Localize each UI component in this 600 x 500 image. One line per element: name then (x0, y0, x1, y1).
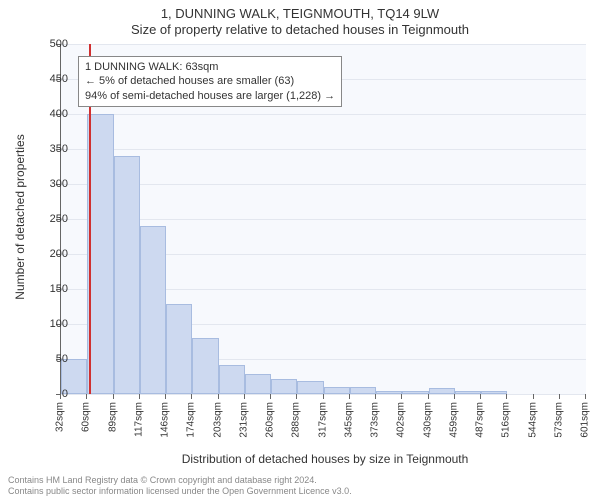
x-tick-mark (533, 394, 534, 399)
y-axis-label: Number of detached properties (13, 67, 27, 367)
x-tick-mark (165, 394, 166, 399)
x-tick-label: 32sqm (55, 402, 66, 432)
histogram-bar (324, 387, 350, 394)
histogram-bar (429, 388, 455, 394)
x-tick-mark (244, 394, 245, 399)
x-tick-label: 402sqm (396, 402, 407, 438)
x-tick-label: 317sqm (317, 402, 328, 438)
annotation-line: 94% of semi-detached houses are larger (… (85, 89, 335, 103)
histogram-bar (219, 365, 245, 394)
histogram-bar (350, 387, 376, 394)
footer-line1: Contains HM Land Registry data © Crown c… (8, 475, 592, 486)
x-tick-label: 89sqm (107, 402, 118, 432)
x-tick-mark (506, 394, 507, 399)
y-tick-label: 150 (28, 283, 68, 295)
x-tick-label: 487sqm (475, 402, 486, 438)
histogram-bar (455, 391, 481, 395)
x-tick-mark (375, 394, 376, 399)
x-tick-label: 373sqm (370, 402, 381, 438)
x-tick-mark (296, 394, 297, 399)
x-tick-mark (139, 394, 140, 399)
x-tick-label: 573sqm (553, 402, 564, 438)
histogram-bar (87, 114, 113, 394)
x-tick-mark (86, 394, 87, 399)
x-tick-mark (270, 394, 271, 399)
x-tick-label: 231sqm (238, 402, 249, 438)
gridline (61, 394, 586, 395)
x-tick-label: 288sqm (291, 402, 302, 438)
x-tick-label: 544sqm (527, 402, 538, 438)
x-tick-mark (428, 394, 429, 399)
y-tick-label: 0 (28, 388, 68, 400)
x-tick-mark (585, 394, 586, 399)
histogram-bar (402, 391, 428, 395)
y-tick-label: 200 (28, 248, 68, 260)
x-tick-label: 260sqm (265, 402, 276, 438)
x-tick-mark (480, 394, 481, 399)
x-axis-label: Distribution of detached houses by size … (60, 452, 590, 466)
x-tick-label: 430sqm (422, 402, 433, 438)
x-tick-mark (113, 394, 114, 399)
y-tick-label: 50 (28, 353, 68, 365)
x-tick-label: 146sqm (160, 402, 171, 438)
x-tick-mark (218, 394, 219, 399)
histogram-bar (376, 391, 402, 395)
x-tick-label: 60sqm (81, 402, 92, 432)
x-tick-mark (349, 394, 350, 399)
annotation-box: 1 DUNNING WALK: 63sqm← 5% of detached ho… (78, 56, 342, 107)
histogram-bar (481, 391, 507, 394)
y-tick-label: 300 (28, 178, 68, 190)
x-tick-mark (401, 394, 402, 399)
histogram-bar (297, 381, 323, 394)
x-tick-mark (323, 394, 324, 399)
footer-line2: Contains public sector information licen… (8, 486, 592, 497)
histogram-bar (114, 156, 140, 394)
chart-subtitle: Size of property relative to detached ho… (0, 22, 600, 37)
y-tick-label: 500 (28, 38, 68, 50)
chart-container: { "chart": { "type": "histogram", "title… (0, 0, 600, 500)
annotation-line: ← 5% of detached houses are smaller (63) (85, 74, 335, 88)
annotation-line: 1 DUNNING WALK: 63sqm (85, 60, 335, 74)
x-tick-label: 345sqm (343, 402, 354, 438)
gridline (61, 219, 586, 220)
gridline (61, 184, 586, 185)
histogram-bar (245, 374, 271, 394)
x-tick-label: 117sqm (133, 402, 144, 437)
x-tick-mark (191, 394, 192, 399)
gridline (61, 44, 586, 45)
x-tick-label: 516sqm (501, 402, 512, 438)
gridline (61, 114, 586, 115)
y-tick-label: 450 (28, 73, 68, 85)
histogram-bar (271, 379, 297, 394)
x-tick-mark (559, 394, 560, 399)
gridline (61, 149, 586, 150)
histogram-bar (166, 304, 192, 394)
x-tick-label: 601sqm (580, 402, 591, 438)
x-tick-label: 203sqm (212, 402, 223, 438)
histogram-bar (140, 226, 166, 394)
x-tick-label: 174sqm (186, 402, 197, 438)
y-tick-label: 400 (28, 108, 68, 120)
x-tick-mark (454, 394, 455, 399)
footer-attribution: Contains HM Land Registry data © Crown c… (8, 475, 592, 498)
y-tick-label: 250 (28, 213, 68, 225)
x-tick-mark (60, 394, 61, 399)
y-tick-label: 100 (28, 318, 68, 330)
chart-title-line1: 1, DUNNING WALK, TEIGNMOUTH, TQ14 9LW (0, 6, 600, 21)
x-tick-label: 459sqm (448, 402, 459, 438)
y-tick-label: 350 (28, 143, 68, 155)
histogram-bar (192, 338, 218, 394)
